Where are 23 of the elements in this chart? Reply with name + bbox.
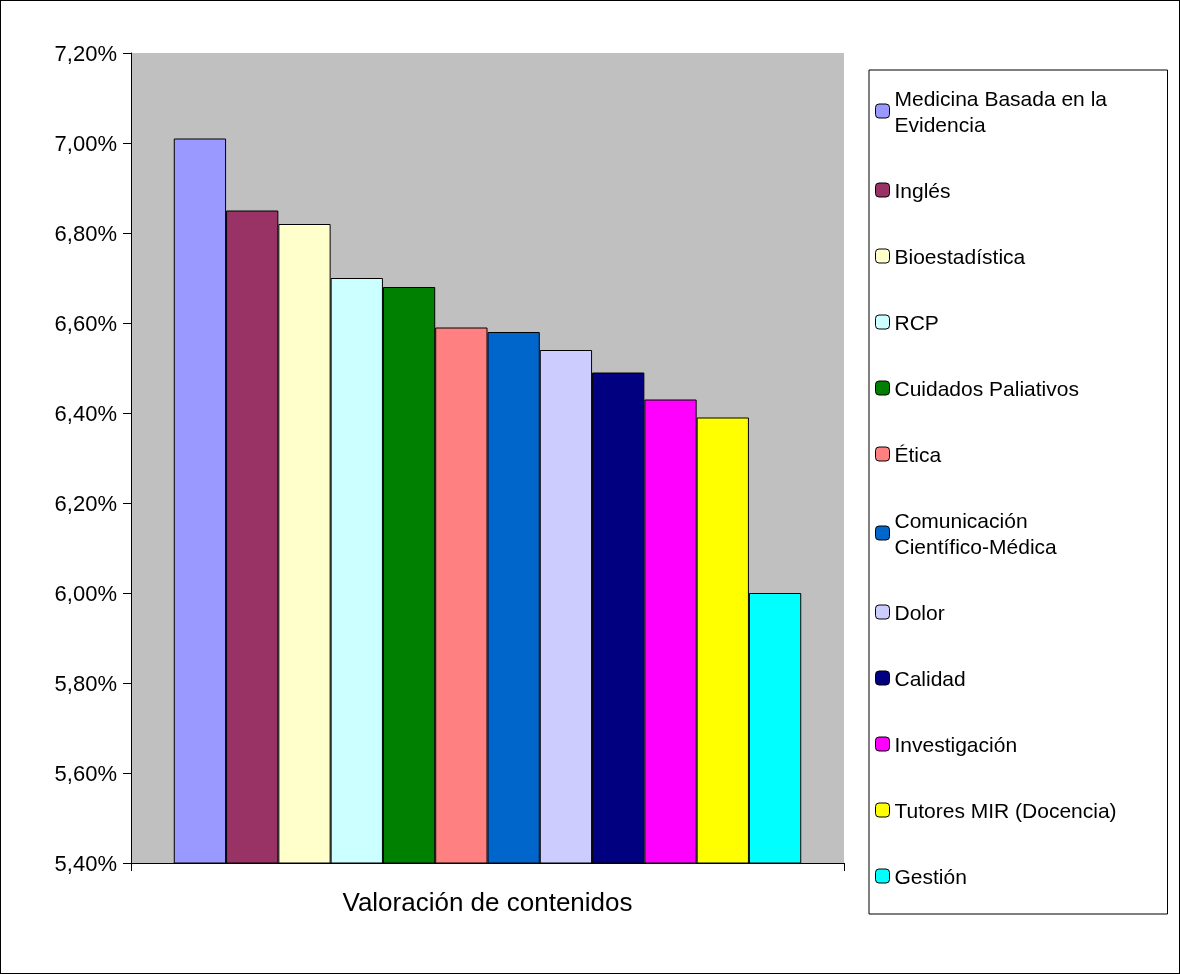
y-tick-label: 6,40% bbox=[54, 400, 117, 426]
legend-label: Cuidados Paliativos bbox=[894, 376, 1079, 400]
legend-label: Investigación bbox=[894, 732, 1018, 756]
legend-label: Inglés bbox=[894, 178, 951, 202]
legend-label: RCP bbox=[894, 310, 939, 334]
legend-label: Tutores MIR (Docencia) bbox=[894, 798, 1117, 822]
legend-label: Medicina Basada en la Evidencia bbox=[894, 86, 1113, 136]
legend-label: Ética bbox=[894, 442, 942, 466]
legend-label: Bioestadística bbox=[894, 244, 1026, 268]
y-tick-label: 6,20% bbox=[54, 490, 117, 516]
y-tick-label: 6,60% bbox=[54, 310, 117, 336]
legend-label: Comunicación Científico-Médica bbox=[894, 508, 1058, 558]
x-tick-label: Valoración de contenidos bbox=[342, 887, 633, 917]
y-tick-label: 5,40% bbox=[54, 850, 117, 876]
legend-label: Calidad bbox=[894, 666, 966, 690]
legend-label: Dolor bbox=[894, 600, 945, 624]
y-tick-label: 5,60% bbox=[54, 760, 117, 786]
legend-label: Gestión bbox=[894, 864, 967, 888]
y-tick-label: 6,80% bbox=[54, 220, 117, 246]
y-tick-label: 5,80% bbox=[54, 670, 117, 696]
y-tick-label: 6,00% bbox=[54, 580, 117, 606]
y-tick-label: 7,20% bbox=[54, 40, 117, 66]
y-tick-label: 7,00% bbox=[54, 130, 117, 156]
